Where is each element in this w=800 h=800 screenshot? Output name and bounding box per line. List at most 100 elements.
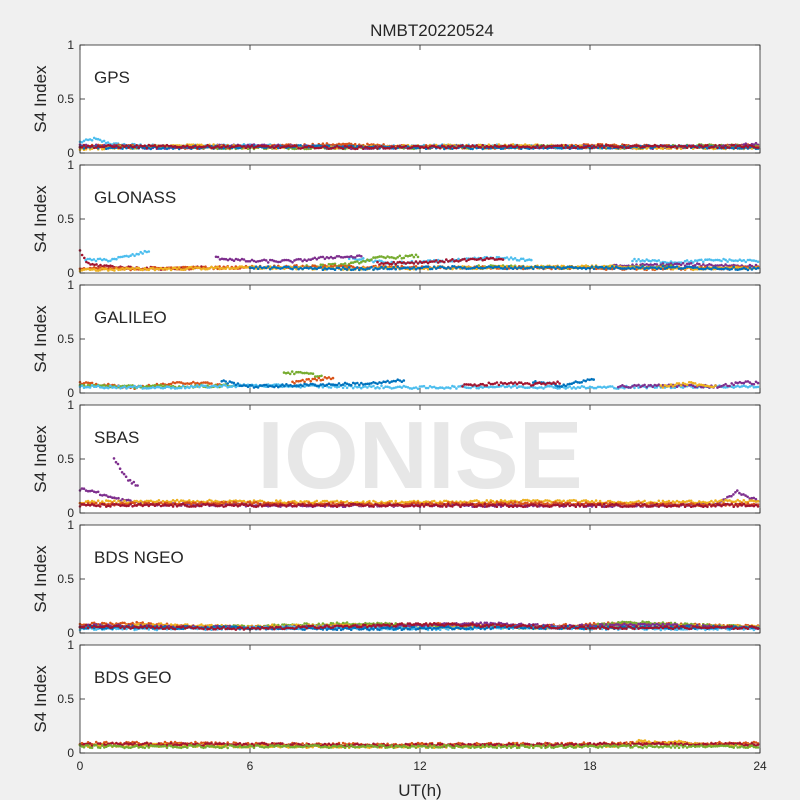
data-point xyxy=(349,142,353,146)
plot-area xyxy=(80,45,760,153)
data-point xyxy=(396,265,400,269)
data-point xyxy=(463,257,466,261)
data-point xyxy=(455,387,458,390)
data-point xyxy=(451,144,454,148)
data-point xyxy=(710,267,713,271)
data-point xyxy=(343,142,347,146)
data-point xyxy=(118,467,122,471)
data-point xyxy=(455,146,458,150)
data-point xyxy=(661,386,665,389)
data-point xyxy=(568,146,572,149)
data-point xyxy=(491,146,495,149)
data-point xyxy=(416,262,420,265)
data-point xyxy=(734,146,737,150)
y-tick-label: 1 xyxy=(67,158,74,172)
data-point xyxy=(325,142,329,145)
chart-title: NMBT20220524 xyxy=(370,21,494,40)
data-point xyxy=(250,384,254,387)
data-point xyxy=(507,258,511,261)
data-point xyxy=(521,265,525,268)
data-point xyxy=(728,384,731,388)
data-point xyxy=(256,386,260,389)
data-point xyxy=(623,143,626,147)
data-point xyxy=(633,267,636,271)
data-point xyxy=(109,259,112,263)
data-point xyxy=(331,376,335,380)
data-point xyxy=(613,267,616,270)
data-point xyxy=(321,378,325,382)
data-point xyxy=(96,490,100,494)
data-point xyxy=(708,143,711,146)
data-point xyxy=(394,267,398,271)
data-point xyxy=(266,261,270,264)
data-point xyxy=(651,385,654,389)
data-point xyxy=(353,256,357,259)
data-point xyxy=(341,147,345,150)
data-point xyxy=(177,266,181,269)
data-point xyxy=(746,268,750,272)
data-point xyxy=(402,256,406,260)
data-point xyxy=(580,381,583,384)
data-point xyxy=(412,262,416,265)
data-point xyxy=(127,146,130,149)
data-point xyxy=(564,143,567,147)
data-point xyxy=(481,144,485,147)
data-point xyxy=(730,267,733,271)
data-point xyxy=(151,267,155,270)
data-point xyxy=(536,144,539,147)
data-point xyxy=(716,146,719,150)
data-point xyxy=(515,144,519,147)
data-point xyxy=(266,265,270,268)
data-point xyxy=(133,254,136,258)
data-point xyxy=(631,259,634,263)
data-point xyxy=(451,258,454,261)
data-point xyxy=(702,263,705,266)
y-axis-label: S4 Index xyxy=(31,65,50,133)
data-point xyxy=(637,144,640,148)
data-point xyxy=(351,386,355,390)
data-point xyxy=(115,144,118,148)
data-point xyxy=(141,268,144,272)
data-point xyxy=(724,144,727,147)
data-point xyxy=(386,379,389,383)
data-point xyxy=(210,382,213,385)
data-point xyxy=(445,258,448,261)
y-axis-label: S4 Index xyxy=(31,185,50,253)
data-point xyxy=(718,144,721,147)
data-point xyxy=(521,257,525,261)
data-point xyxy=(90,139,94,142)
data-point xyxy=(133,268,136,271)
data-point xyxy=(226,265,229,269)
data-point xyxy=(657,259,661,262)
data-point xyxy=(463,146,466,150)
data-point xyxy=(305,147,309,151)
data-point xyxy=(368,143,371,147)
data-point xyxy=(366,142,369,146)
data-point xyxy=(380,265,383,269)
data-point xyxy=(128,478,132,482)
data-point xyxy=(337,266,341,270)
data-point xyxy=(224,380,227,383)
data-point xyxy=(100,140,104,143)
data-point xyxy=(714,144,717,147)
data-point xyxy=(283,384,286,388)
data-point xyxy=(343,262,347,265)
data-point xyxy=(637,258,640,261)
data-point xyxy=(291,267,294,271)
data-point xyxy=(356,260,359,263)
data-point xyxy=(724,258,727,262)
data-point xyxy=(434,259,438,262)
data-point xyxy=(643,383,646,387)
data-point xyxy=(471,147,474,151)
data-point xyxy=(554,267,557,271)
data-point xyxy=(341,142,345,146)
data-point xyxy=(360,254,363,258)
data-point xyxy=(198,385,201,389)
panel-label: GLONASS xyxy=(94,188,176,207)
data-point xyxy=(744,260,748,264)
data-point xyxy=(438,146,442,150)
data-point xyxy=(287,265,290,269)
data-point xyxy=(147,250,151,253)
